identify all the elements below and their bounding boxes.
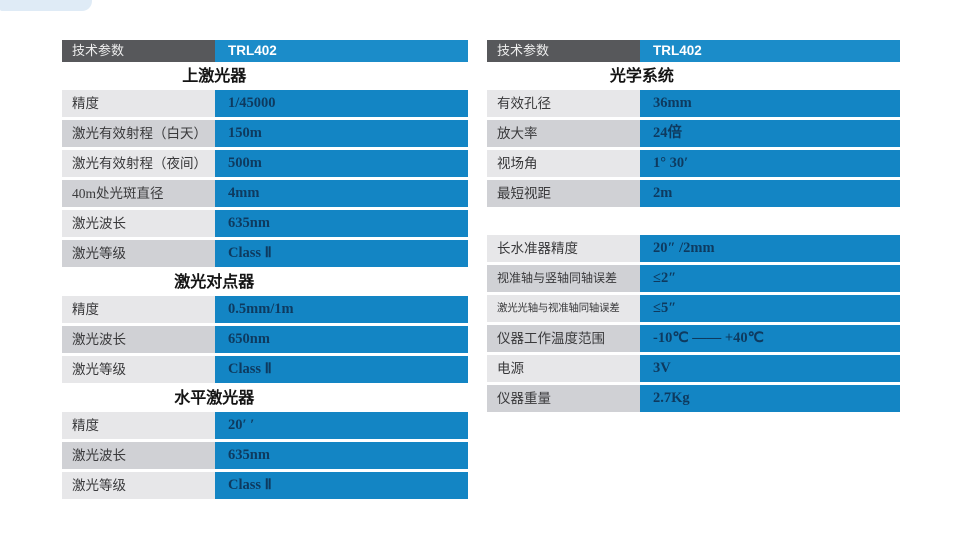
- table-row: 激光光轴与视准轴同轴误差 ≤5″: [487, 295, 900, 322]
- spec-label: 激光等级: [62, 356, 215, 383]
- table-row: 激光有效射程（夜间） 500m: [62, 150, 468, 177]
- spec-label: 40m处光斑直径: [62, 180, 215, 207]
- table-row: 精度 0.5mm/1m: [62, 296, 468, 323]
- param-column-header: 技术参数: [62, 40, 215, 62]
- table-row: 视准轴与竖轴同轴误差 ≤2″: [487, 265, 900, 292]
- spec-value: 635nm: [215, 442, 468, 469]
- section-gap: [487, 210, 900, 235]
- spec-value: 4mm: [215, 180, 468, 207]
- spec-label: 精度: [62, 296, 215, 323]
- table-row: 激光等级 Class Ⅱ: [62, 356, 468, 383]
- spec-value: ≤5″: [640, 295, 900, 322]
- spec-label: 激光有效射程（夜间）: [62, 150, 215, 177]
- table-row: 激光等级 Class Ⅱ: [62, 240, 468, 267]
- spec-label: 仪器工作温度范围: [487, 325, 640, 352]
- spec-label: 精度: [62, 412, 215, 439]
- table-row: 激光波长 650nm: [62, 326, 468, 353]
- spec-label: 激光波长: [62, 442, 215, 469]
- spec-value: 2.7Kg: [640, 385, 900, 412]
- spec-label: 激光光轴与视准轴同轴误差: [487, 295, 640, 322]
- spec-label: 精度: [62, 90, 215, 117]
- spec-value: Class Ⅱ: [215, 240, 468, 267]
- spec-value: Class Ⅱ: [215, 472, 468, 499]
- spec-label: 激光有效射程（白天）: [62, 120, 215, 147]
- section-rows-optical-system: 有效孔径 36mm 放大率 24倍 视场角 1° 30′ 最短视距 2m: [487, 90, 900, 207]
- spec-value: 20″ /2mm: [640, 235, 900, 262]
- spec-value: 1° 30′: [640, 150, 900, 177]
- spec-value: 1/45000: [215, 90, 468, 117]
- spec-label: 激光等级: [62, 240, 215, 267]
- spec-label: 电源: [487, 355, 640, 382]
- table-row: 视场角 1° 30′: [487, 150, 900, 177]
- section-rows-horizontal-laser: 精度 20′ ′ 激光波长 635nm 激光等级 Class Ⅱ: [62, 412, 468, 499]
- table-row: 仪器工作温度范围 -10℃ —— +40℃: [487, 325, 900, 352]
- spec-label: 有效孔径: [487, 90, 640, 117]
- spec-value: ≤2″: [640, 265, 900, 292]
- table-row: 精度 1/45000: [62, 90, 468, 117]
- right-spec-table: 技术参数 TRL402 光学系统 有效孔径 36mm 放大率 24倍 视场角 1…: [487, 40, 900, 415]
- left-spec-table: 技术参数 TRL402 上激光器 精度 1/45000 激光有效射程（白天） 1…: [62, 40, 468, 502]
- table-row: 激光波长 635nm: [62, 210, 468, 237]
- spec-value: 650nm: [215, 326, 468, 353]
- table-row: 激光波长 635nm: [62, 442, 468, 469]
- spec-label: 放大率: [487, 120, 640, 147]
- section-rows-general-specs: 长水准器精度 20″ /2mm 视准轴与竖轴同轴误差 ≤2″ 激光光轴与视准轴同…: [487, 235, 900, 412]
- param-column-header: 技术参数: [487, 40, 640, 62]
- spec-label: 长水准器精度: [487, 235, 640, 262]
- spec-label: 激光波长: [62, 326, 215, 353]
- corner-decoration: [0, 0, 92, 11]
- section-title-laser-plummet: 激光对点器: [174, 274, 255, 291]
- spec-value: 0.5mm/1m: [215, 296, 468, 323]
- table-header: 技术参数 TRL402: [487, 40, 900, 62]
- section-title-optical-system: 光学系统: [609, 68, 674, 85]
- spec-value: 36mm: [640, 90, 900, 117]
- table-row: 放大率 24倍: [487, 120, 900, 147]
- section-rows-laser-plummet: 精度 0.5mm/1m 激光波长 650nm 激光等级 Class Ⅱ: [62, 296, 468, 383]
- spec-label: 最短视距: [487, 180, 640, 207]
- table-row: 最短视距 2m: [487, 180, 900, 207]
- spec-value: 24倍: [640, 120, 900, 147]
- spec-value: 635nm: [215, 210, 468, 237]
- spec-value: 2m: [640, 180, 900, 207]
- table-row: 有效孔径 36mm: [487, 90, 900, 117]
- table-row: 精度 20′ ′: [62, 412, 468, 439]
- table-row: 电源 3V: [487, 355, 900, 382]
- model-column-header: TRL402: [640, 40, 900, 62]
- spec-label: 仪器重量: [487, 385, 640, 412]
- section-title-upper-laser: 上激光器: [182, 68, 247, 85]
- spec-label: 视准轴与竖轴同轴误差: [487, 265, 640, 292]
- spec-value: 20′ ′: [215, 412, 468, 439]
- table-row: 激光等级 Class Ⅱ: [62, 472, 468, 499]
- table-row: 40m处光斑直径 4mm: [62, 180, 468, 207]
- model-column-header: TRL402: [215, 40, 468, 62]
- table-header: 技术参数 TRL402: [62, 40, 468, 62]
- spec-value: 150m: [215, 120, 468, 147]
- spec-value: -10℃ —— +40℃: [640, 325, 900, 352]
- spec-label: 激光波长: [62, 210, 215, 237]
- spec-label: 视场角: [487, 150, 640, 177]
- table-row: 仪器重量 2.7Kg: [487, 385, 900, 412]
- spec-value: 3V: [640, 355, 900, 382]
- spec-label: 激光等级: [62, 472, 215, 499]
- section-rows-upper-laser: 精度 1/45000 激光有效射程（白天） 150m 激光有效射程（夜间） 50…: [62, 90, 468, 267]
- spec-value: 500m: [215, 150, 468, 177]
- section-title-horizontal-laser: 水平激光器: [174, 390, 255, 407]
- spec-value: Class Ⅱ: [215, 356, 468, 383]
- table-row: 长水准器精度 20″ /2mm: [487, 235, 900, 262]
- table-row: 激光有效射程（白天） 150m: [62, 120, 468, 147]
